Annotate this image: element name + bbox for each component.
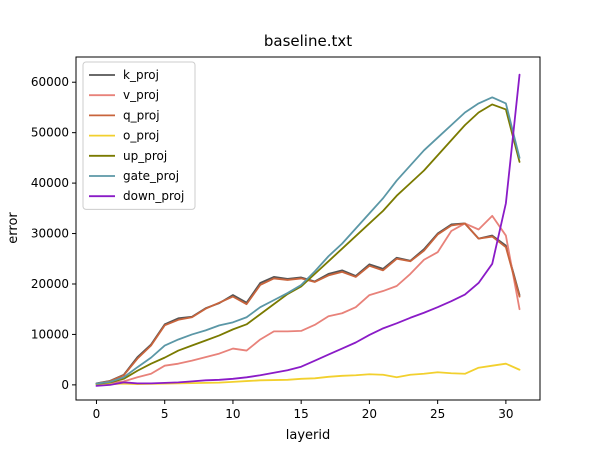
legend-label-v_proj: v_proj [123,88,159,102]
y-tick-label: 0 [61,378,69,392]
chart-title: baseline.txt [264,32,352,50]
x-tick-label: 5 [161,407,169,421]
y-tick-label: 10000 [31,327,69,341]
series-line-up_proj [95,103,521,385]
y-tick-label: 30000 [31,227,69,241]
y-axis-title: error [6,212,21,244]
legend-label-o_proj: o_proj [123,129,159,143]
legend: k_proj v_proj q_proj o_proj up_proj gate_proj… [82,61,196,210]
series-line-o_proj [95,362,521,386]
series-line-down_proj [95,73,521,387]
legend-label-q_proj: q_proj [123,108,160,122]
legend-box [82,61,196,210]
y-tick-label: 60000 [31,75,69,89]
x-tick-label: 10 [225,407,240,421]
y-tick-label: 20000 [31,277,69,291]
series-line-v_proj [95,214,521,385]
legend-label-gate_proj: gate_proj [123,169,179,183]
x-tick-label: 30 [498,407,513,421]
y-tick-label: 40000 [31,176,69,190]
plot-area: 0 5 10 15 20 25 30 0 10000 20000 30000 40000 50000 60… [31,56,541,421]
legend-label-down_proj: down_proj [123,189,184,203]
legend-label-k_proj: k_proj [123,68,159,82]
x-tick-label: 0 [93,407,101,421]
plot-frame [75,56,541,401]
series-line-gate_proj [95,96,521,385]
legend-label-up_proj: up_proj [123,149,167,163]
y-tick-label: 50000 [31,126,69,140]
x-tick-label: 25 [430,407,445,421]
x-tick-label: 20 [362,407,377,421]
x-tick-label: 15 [294,407,309,421]
x-axis-title: layerid [286,428,330,443]
series-lines [95,73,521,387]
